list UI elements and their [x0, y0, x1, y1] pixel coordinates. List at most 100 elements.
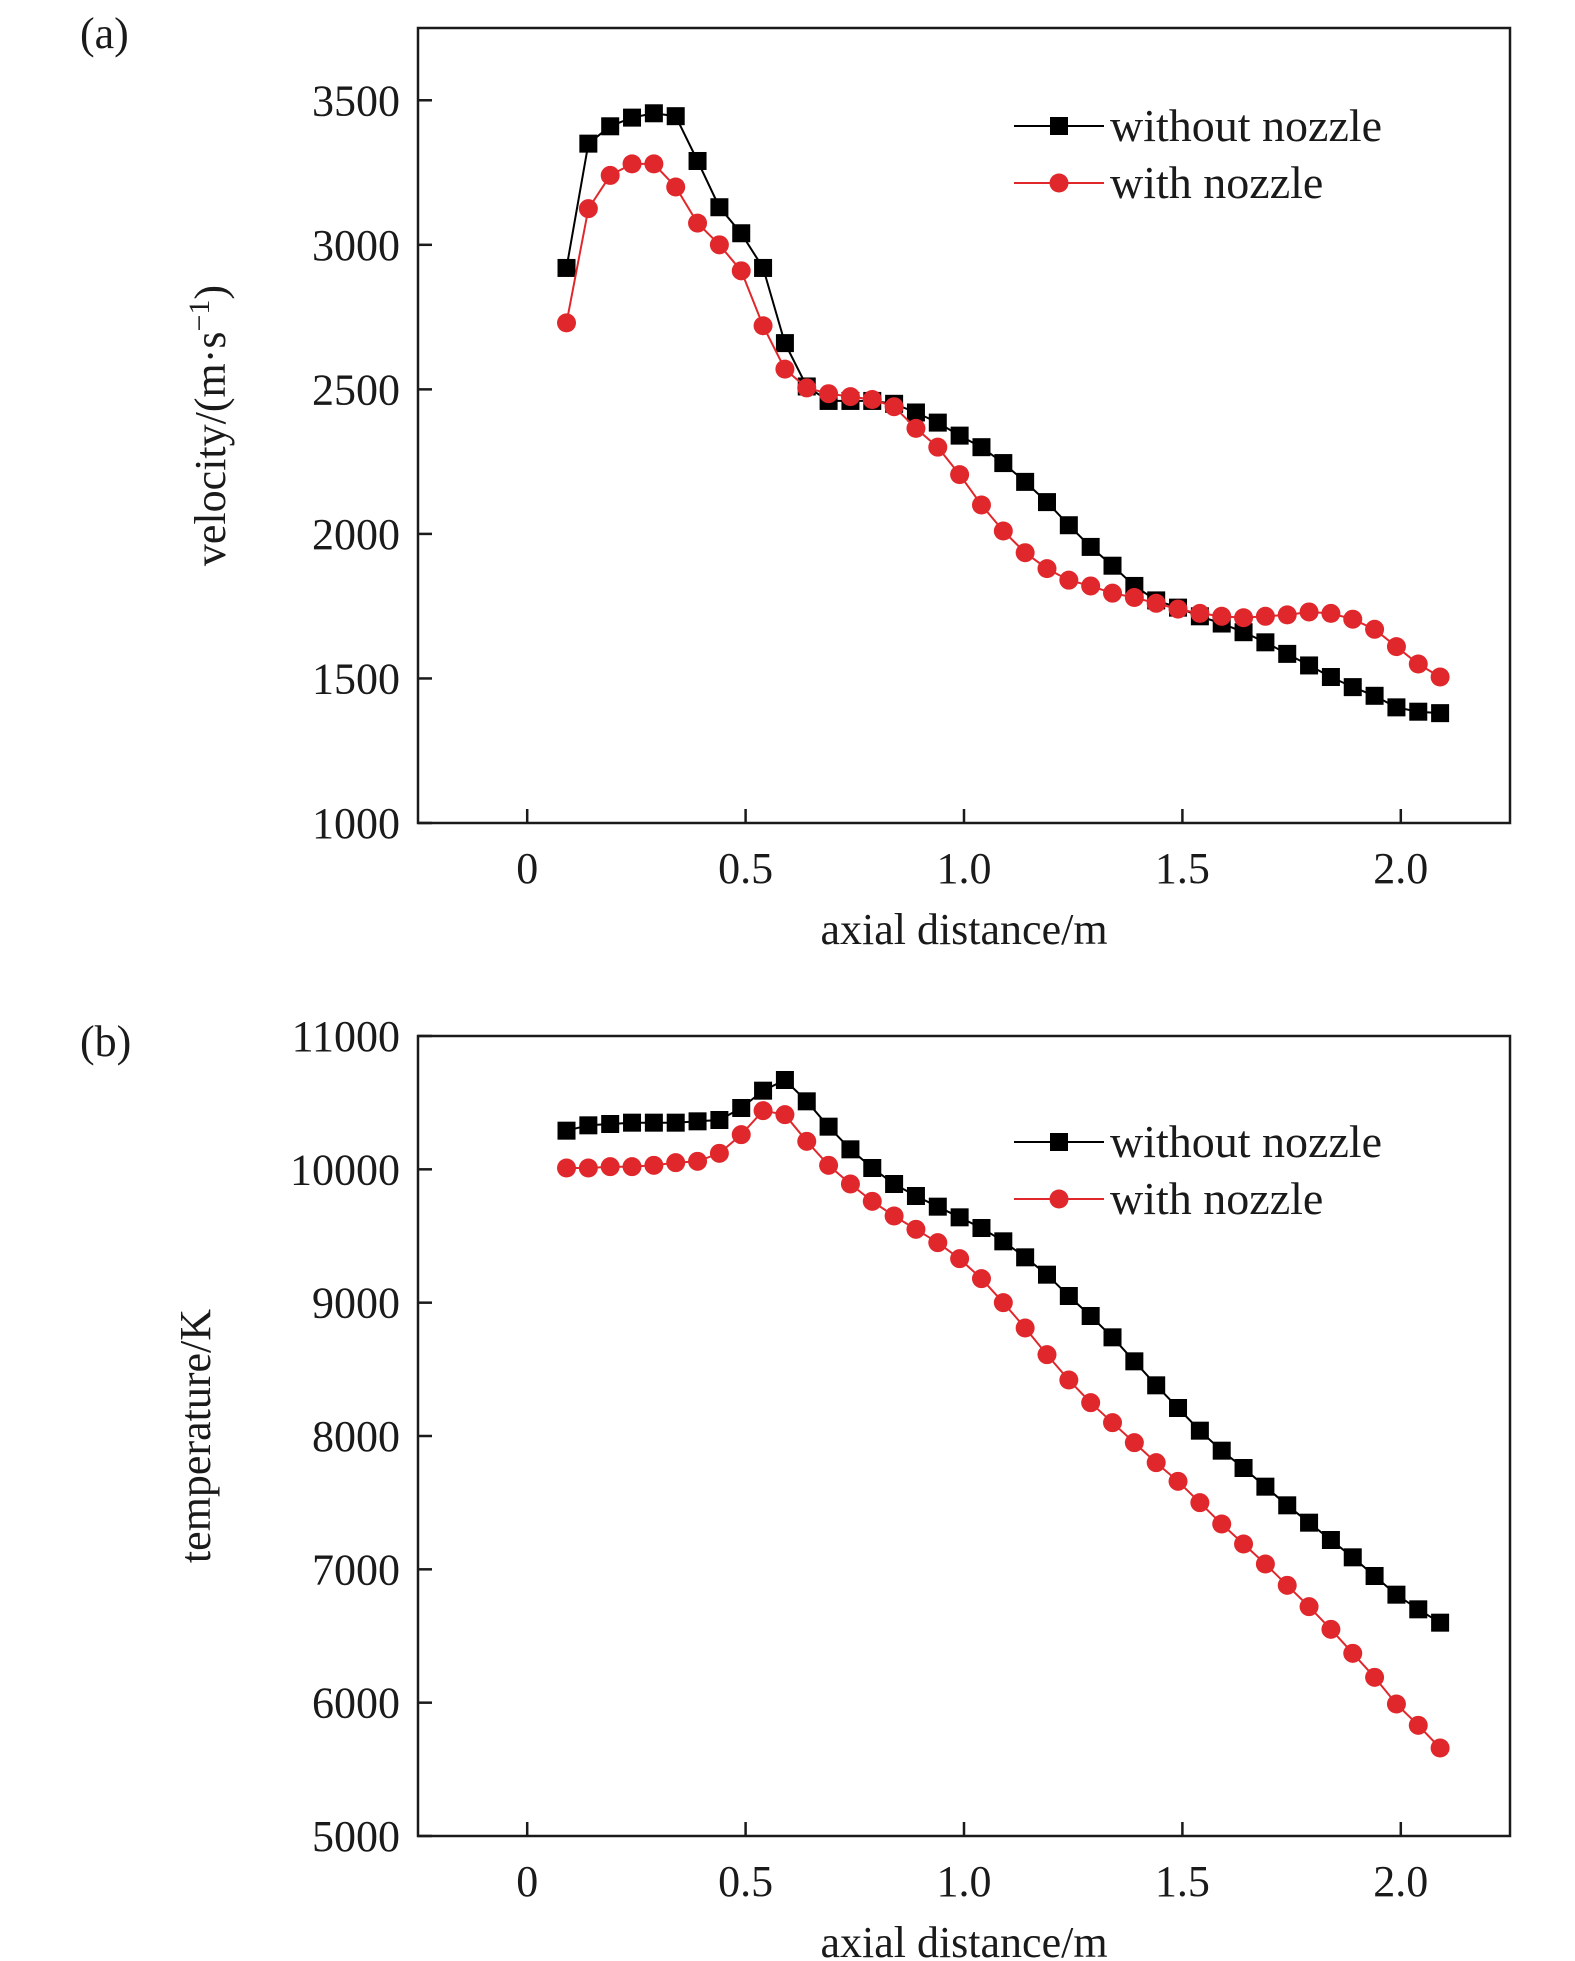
y-tick-label: 3500 — [312, 76, 400, 125]
data-point-without-nozzle — [1037, 1265, 1056, 1284]
data-point-with-nozzle — [1343, 609, 1363, 629]
data-point-without-nozzle — [1103, 1328, 1122, 1347]
data-point-without-nozzle — [1256, 633, 1275, 652]
data-point-with-nozzle — [666, 177, 686, 197]
data-point-with-nozzle — [578, 199, 598, 219]
x-tick-label: 1.5 — [1155, 844, 1210, 893]
data-point-without-nozzle — [1278, 644, 1297, 663]
data-point-without-nozzle — [579, 1116, 598, 1135]
chart-panel-a: (a) 1000 1500 2000 2500 3000 3500 0 0.5 1.0 1.5 2.0… — [80, 9, 1512, 954]
y-tick-label: 7000 — [312, 1545, 400, 1594]
data-point-without-nozzle — [1387, 698, 1406, 717]
data-point-without-nozzle — [1321, 668, 1340, 687]
data-point-without-nozzle — [797, 1092, 816, 1111]
data-point-without-nozzle — [819, 1117, 838, 1136]
data-point-without-nozzle — [1431, 704, 1450, 723]
data-point-with-nozzle — [1015, 543, 1035, 563]
data-point-without-nozzle — [1081, 537, 1100, 556]
data-point-with-nozzle — [906, 418, 926, 438]
data-point-with-nozzle — [1168, 1471, 1188, 1491]
data-point-with-nozzle — [644, 1155, 664, 1175]
data-point-with-nozzle — [971, 1269, 991, 1289]
data-point-without-nozzle — [1212, 1441, 1231, 1460]
data-point-with-nozzle — [1321, 603, 1341, 623]
data-point-with-nozzle — [557, 1158, 577, 1178]
data-point-with-nozzle — [622, 1157, 642, 1177]
x-tick-label: 0 — [516, 1857, 538, 1906]
data-point-without-nozzle — [1256, 1477, 1275, 1496]
x-tick-label: 2.0 — [1373, 844, 1428, 893]
y-tick-label: 3000 — [312, 221, 400, 270]
y-tick-label: 2500 — [312, 365, 400, 414]
data-point-without-nozzle — [1300, 656, 1319, 675]
data-point-with-nozzle — [1168, 599, 1188, 619]
x-tick-label: 1.0 — [937, 1857, 992, 1906]
y-axis-title: velocity/(m·s−1) — [183, 285, 236, 566]
data-point-without-nozzle — [928, 413, 947, 432]
data-point-with-nozzle — [1081, 1393, 1101, 1413]
panel-label: (b) — [80, 1017, 131, 1066]
data-point-without-nozzle — [1234, 623, 1253, 642]
data-point-without-nozzle — [754, 258, 773, 277]
data-point-without-nozzle — [732, 1099, 751, 1117]
data-point-without-nozzle — [557, 258, 576, 277]
data-point-without-nozzle — [644, 1113, 663, 1132]
data-point-with-nozzle — [1015, 1318, 1035, 1338]
legend-label-with-nozzle: with nozzle — [1110, 157, 1323, 208]
data-point-without-nozzle — [579, 134, 598, 153]
data-point-without-nozzle — [1169, 1399, 1188, 1417]
data-point-with-nozzle — [557, 313, 577, 333]
data-point-without-nozzle — [950, 1208, 969, 1227]
data-point-with-nozzle — [688, 1151, 708, 1171]
data-point-with-nozzle — [1365, 1667, 1385, 1687]
data-point-with-nozzle — [1408, 1715, 1428, 1735]
data-point-with-nozzle — [862, 389, 882, 409]
data-point-with-nozzle — [1146, 593, 1166, 613]
y-tick-label: 11000 — [292, 1012, 400, 1061]
data-point-with-nozzle — [862, 1191, 882, 1211]
data-point-with-nozzle — [819, 384, 839, 404]
data-point-without-nozzle — [841, 1140, 860, 1159]
data-point-without-nozzle — [1016, 1248, 1035, 1267]
data-point-with-nozzle — [731, 261, 751, 281]
data-point-with-nozzle — [1277, 605, 1297, 625]
data-point-with-nozzle — [753, 1101, 773, 1121]
y-tick-label: 9000 — [312, 1279, 400, 1328]
data-point-with-nozzle — [1190, 1493, 1210, 1513]
data-point-without-nozzle — [1059, 516, 1078, 535]
legend-marker-without-nozzle — [1050, 1133, 1068, 1151]
data-point-with-nozzle — [709, 1143, 729, 1163]
data-point-with-nozzle — [1103, 1413, 1123, 1433]
legend-label-without-nozzle: without nozzle — [1110, 1116, 1382, 1167]
data-point-without-nozzle — [1365, 1567, 1384, 1585]
data-point-without-nozzle — [1103, 556, 1122, 575]
data-point-without-nozzle — [557, 1121, 576, 1140]
data-point-without-nozzle — [688, 1112, 707, 1131]
data-point-without-nozzle — [1387, 1585, 1406, 1604]
data-point-with-nozzle — [644, 154, 664, 174]
data-point-without-nozzle — [972, 1219, 991, 1237]
data-point-without-nozzle — [1059, 1287, 1078, 1305]
data-point-with-nozzle — [1299, 602, 1319, 622]
data-point-with-nozzle — [1059, 1370, 1079, 1390]
x-tick-label: 1.0 — [937, 844, 992, 893]
data-point-with-nozzle — [1146, 1453, 1166, 1473]
data-point-without-nozzle — [1365, 686, 1384, 705]
data-point-without-nozzle — [710, 1111, 729, 1129]
data-point-without-nozzle — [1190, 1421, 1209, 1440]
data-point-without-nozzle — [775, 334, 794, 353]
data-point-without-nozzle — [1343, 1548, 1362, 1567]
data-point-without-nozzle — [1431, 1613, 1450, 1632]
data-point-with-nozzle — [1124, 1433, 1144, 1453]
data-point-with-nozzle — [1059, 570, 1079, 590]
data-point-with-nozzle — [1103, 583, 1123, 603]
data-point-without-nozzle — [885, 1175, 904, 1193]
data-point-without-nozzle — [906, 1187, 925, 1205]
data-point-without-nozzle — [754, 1081, 773, 1100]
x-tick-label: 0.5 — [718, 844, 773, 893]
data-point-with-nozzle — [1386, 1694, 1406, 1714]
x-tick-label: 1.5 — [1155, 1857, 1210, 1906]
data-point-with-nozzle — [600, 165, 620, 185]
data-point-without-nozzle — [666, 107, 685, 126]
data-point-with-nozzle — [797, 1131, 817, 1151]
